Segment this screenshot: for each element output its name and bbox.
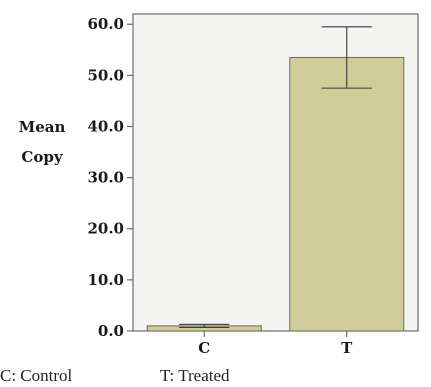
y-tick-label: 10.0 [87, 271, 124, 289]
y-axis-label-line-1: Mean [19, 118, 66, 136]
y-axis: 0.0 10.0 20.0 30.0 40.0 50.0 60.0 [87, 15, 133, 340]
y-tick-label: 0.0 [98, 322, 124, 340]
legend-note-treated: T: Treated [160, 366, 230, 385]
error-bars-group [179, 26, 372, 328]
legend-note-control: C: Control [0, 366, 73, 385]
y-tick-label: 50.0 [87, 66, 124, 84]
y-axis-label-line-2: Copy [21, 148, 63, 166]
y-tick-label: 30.0 [87, 169, 124, 187]
y-tick-label: 20.0 [87, 220, 124, 238]
x-tick-label-c: C [198, 339, 210, 357]
y-tick-label: 40.0 [87, 117, 124, 135]
y-tick-label: 60.0 [87, 15, 124, 33]
x-tick-label-t: T [341, 339, 353, 357]
bar-t [289, 56, 405, 332]
